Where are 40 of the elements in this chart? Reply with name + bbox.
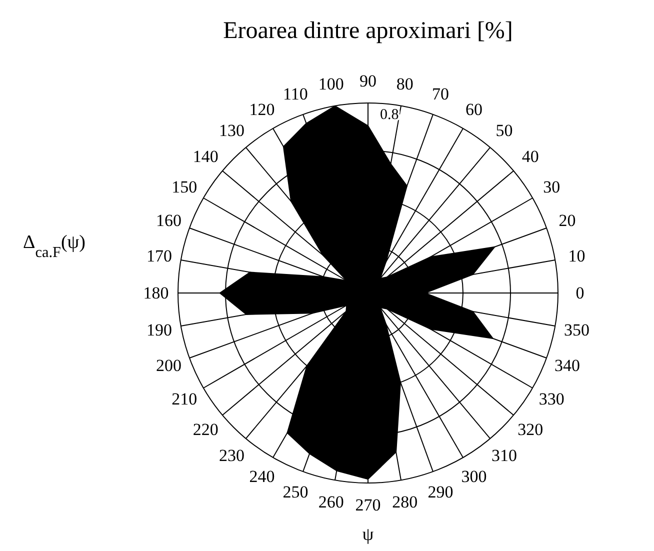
- spoke-label: 90: [360, 72, 376, 90]
- spoke-label: 340: [554, 356, 580, 376]
- spoke-label: 140: [192, 147, 218, 166]
- text: 0.8: [380, 107, 399, 123]
- spoke-label: 170: [146, 246, 172, 266]
- spoke-label: 320: [518, 420, 544, 439]
- spoke-label: 270: [355, 496, 381, 514]
- text: ψ: [362, 524, 374, 544]
- spoke-label: 250: [282, 482, 308, 502]
- spoke-label: 230: [218, 446, 244, 465]
- spoke-label: 200: [156, 356, 182, 376]
- spoke-label: 0: [576, 284, 584, 302]
- spoke-label: 180: [143, 284, 169, 302]
- spoke-label: 20: [558, 210, 576, 230]
- spoke-label: 80: [396, 74, 414, 94]
- spoke-label: 70: [432, 84, 450, 104]
- spoke-label: 300: [461, 467, 487, 486]
- spoke-label: 190: [146, 320, 172, 340]
- spoke-label: 30: [543, 178, 560, 196]
- chart-title: Eroarea dintre aproximari [%]: [223, 18, 513, 44]
- spoke-label: 330: [538, 390, 564, 408]
- spoke-label: 310: [492, 446, 518, 465]
- spoke-label: 100: [318, 74, 344, 94]
- spoke-label: 110: [283, 84, 308, 104]
- spoke-label: 160: [156, 210, 182, 230]
- spoke-label: 120: [249, 100, 275, 119]
- spoke-label: 220: [192, 420, 218, 439]
- spoke-label: 60: [466, 100, 482, 119]
- spoke-label: 350: [564, 320, 590, 340]
- spoke-label: 290: [428, 482, 454, 502]
- spoke-label: 210: [172, 390, 198, 408]
- spoke-label: 240: [249, 467, 275, 486]
- spoke-label: 10: [568, 246, 586, 266]
- spoke-label: 260: [318, 492, 344, 512]
- spoke-label: 40: [522, 147, 539, 166]
- spoke-label: 150: [172, 178, 198, 196]
- spoke-label: 130: [218, 121, 244, 140]
- spoke-label: 280: [392, 492, 418, 512]
- spoke-label: 50: [496, 121, 513, 140]
- text: Δ$_{ca.F}$(ψ): [23, 232, 86, 260]
